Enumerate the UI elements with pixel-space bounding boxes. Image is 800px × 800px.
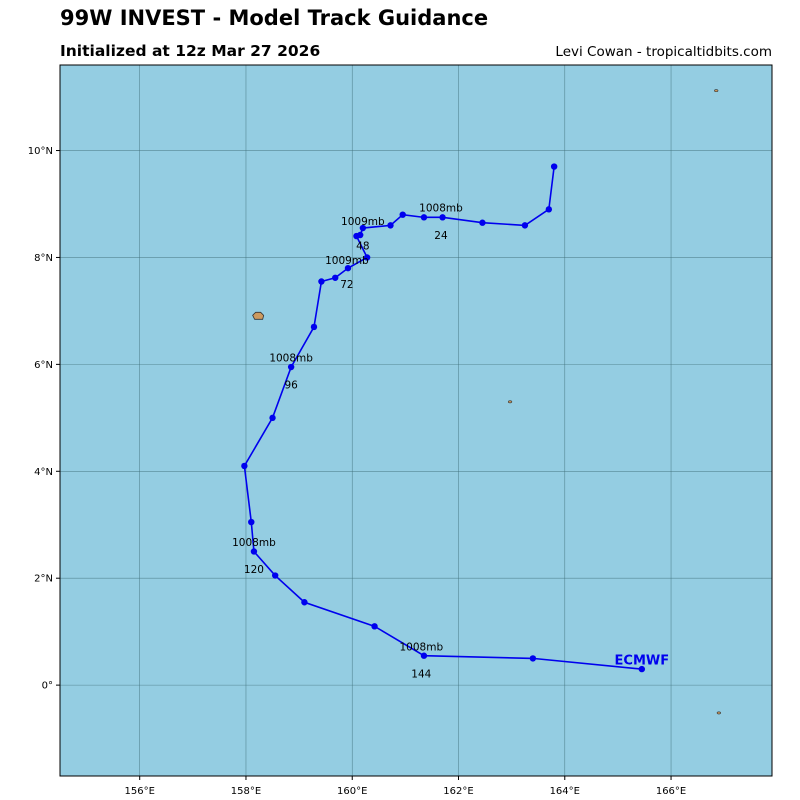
track-annotation: 72	[340, 279, 353, 291]
track-point	[420, 214, 428, 221]
lat-tick-label: 2°N	[34, 574, 53, 585]
track-annotation: 120	[244, 564, 264, 576]
lon-tick-label: 164°E	[550, 786, 580, 797]
track-annotations: 1008mb 24 1009mb 48 1009mb 72 1008mb 96 1008mb 12…	[232, 203, 463, 681]
track-annotation: 1008mb	[269, 352, 313, 364]
track-point	[271, 572, 279, 579]
track-point	[529, 655, 537, 662]
track-point	[269, 414, 276, 422]
island-islet-northeast	[714, 89, 719, 93]
credit-text: Levi Cowan - tropicaltidbits.com	[555, 44, 772, 60]
islands	[252, 89, 721, 715]
lon-tick-label: 158°E	[231, 786, 261, 797]
init-time-subtitle: Initialized at 12z Mar 27 2026	[60, 42, 321, 60]
track-point	[250, 548, 258, 555]
track-point	[399, 211, 406, 218]
track-point	[638, 665, 646, 673]
track-point	[439, 214, 446, 221]
track-annotation: 24	[434, 230, 448, 242]
map-frame	[59, 64, 773, 777]
lat-tick-label: 6°N	[34, 360, 53, 371]
track-point	[332, 274, 339, 281]
track-point	[521, 222, 529, 229]
track-point	[301, 599, 308, 606]
track-point	[287, 363, 295, 371]
track-point	[353, 232, 360, 240]
track-point	[310, 323, 318, 331]
lat-tick-label: 10°N	[28, 146, 53, 157]
track-point	[248, 518, 255, 526]
track-point	[545, 206, 553, 213]
lat-tick-label: 0°	[42, 681, 53, 692]
axis-ticks: 156°E 158°E 160°E 162°E 164°E 166°E 0° 2°N 4°N 6°…	[28, 146, 686, 797]
island-pohnpei	[252, 311, 265, 320]
track-point	[359, 224, 367, 232]
track-annotation: 1009mb	[325, 255, 369, 267]
lat-tick-label: 4°N	[34, 467, 53, 478]
track-point	[550, 163, 558, 170]
track-annotation: 48	[356, 241, 369, 253]
lon-tick-label: 166°E	[656, 786, 686, 797]
graticule	[60, 65, 772, 776]
track-annotation: 1008mb	[232, 537, 276, 549]
track-point	[479, 219, 486, 226]
track-point	[420, 652, 428, 659]
track-annotation: 144	[411, 668, 431, 680]
ecmwf-track	[241, 163, 646, 673]
island-islet-east	[507, 400, 513, 404]
track-point	[371, 623, 378, 630]
lat-tick-label: 8°N	[34, 253, 53, 264]
track-annotation: 96	[284, 380, 298, 392]
track-point	[318, 278, 325, 285]
chart-title: 99W INVEST - Model Track Guidance	[60, 6, 489, 30]
island-islet-southeast	[716, 711, 721, 715]
lon-tick-label: 162°E	[443, 786, 473, 797]
lon-tick-label: 160°E	[337, 786, 367, 797]
track-annotation: 1009mb	[341, 216, 385, 228]
track-annotation: 1008mb	[400, 642, 444, 654]
lon-tick-label: 156°E	[124, 786, 154, 797]
model-label: ECMWF	[615, 653, 670, 668]
track-point	[344, 264, 352, 272]
track-point	[363, 254, 371, 261]
track-annotation: 1008mb	[419, 203, 463, 215]
ocean-background	[60, 65, 772, 776]
track-point	[387, 222, 394, 229]
track-point	[241, 462, 248, 470]
